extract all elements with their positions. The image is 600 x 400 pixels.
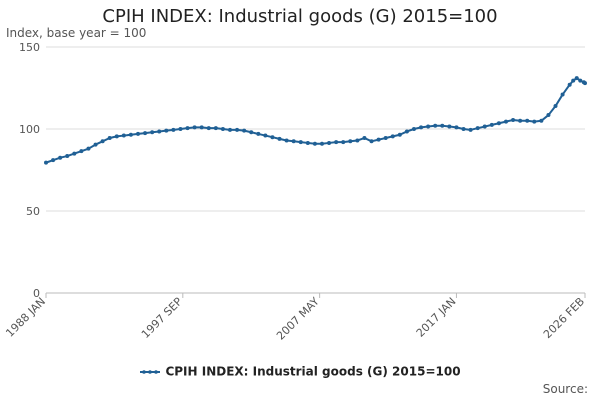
legend: CPIH INDEX: Industrial goods (G) 2015=10…: [0, 364, 600, 379]
data-point: [578, 78, 583, 83]
data-point: [426, 124, 431, 129]
data-point: [362, 136, 367, 141]
data-point: [93, 142, 98, 147]
data-point: [419, 125, 424, 130]
data-point: [242, 128, 247, 133]
data-point: [440, 123, 445, 128]
data-point: [199, 125, 204, 130]
data-point: [503, 119, 508, 124]
data-point: [213, 126, 218, 131]
data-point: [185, 126, 190, 131]
data-point: [369, 139, 374, 144]
data-point: [192, 125, 197, 130]
data-point: [107, 136, 112, 141]
y-tick-label: 0: [33, 287, 40, 300]
data-point: [341, 140, 346, 145]
data-point: [489, 122, 494, 127]
x-tick-label: 1988 JAN: [3, 295, 48, 340]
x-tick-label: 2017 JAN: [414, 295, 459, 340]
data-point: [157, 129, 162, 134]
data-point: [164, 128, 169, 133]
data-point: [114, 134, 119, 139]
axes: 0 50 100 150 1988 JAN 1997 SEP 2007 MAY 2017 JA…: [3, 41, 587, 343]
data-point: [206, 126, 211, 131]
data-point: [277, 136, 282, 141]
data-point: [263, 133, 268, 138]
data-point: [143, 131, 148, 136]
data-point: [546, 113, 551, 118]
data-point: [539, 118, 544, 123]
data-point: [334, 140, 339, 145]
data-point: [560, 92, 565, 97]
chart-title: CPIH INDEX: Industrial goods (G) 2015=10…: [102, 6, 498, 27]
data-point: [305, 140, 310, 145]
data-point: [475, 126, 480, 131]
data-point: [319, 141, 324, 146]
data-point: [121, 133, 126, 138]
data-point: [518, 118, 523, 123]
data-point: [100, 139, 105, 144]
legend-swatch: [140, 369, 161, 374]
data-point: [496, 121, 501, 126]
data-point: [220, 127, 225, 131]
data-point: [411, 127, 416, 131]
data-point: [571, 78, 576, 83]
data-point: [348, 139, 353, 144]
data-point: [150, 130, 155, 135]
data-point: [461, 127, 466, 131]
data-point: [58, 155, 63, 160]
y-axis-label: Index, base year = 100: [6, 26, 147, 40]
data-point: [553, 104, 558, 109]
data-point: [327, 140, 332, 145]
legend-label: CPIH INDEX: Industrial goods (G) 2015=10…: [165, 364, 461, 379]
x-tick-label: 1997 SEP: [139, 295, 185, 341]
data-point: [447, 124, 452, 129]
data-point: [72, 151, 77, 156]
data-point: [51, 158, 56, 163]
data-point: [128, 132, 133, 137]
data-point: [383, 136, 388, 141]
data-point: [284, 138, 289, 143]
series-line: [45, 77, 586, 164]
data-point: [355, 138, 360, 143]
data-point: [482, 124, 487, 129]
data-point: [86, 146, 91, 151]
data-point: [227, 127, 232, 132]
data-point: [468, 127, 473, 132]
data-point: [249, 130, 254, 135]
gridlines: [46, 46, 585, 212]
y-tick-label: 50: [26, 205, 40, 218]
series-layer: [44, 76, 587, 165]
data-point: [44, 160, 48, 165]
data-point: [397, 132, 402, 137]
data-point: [454, 125, 459, 130]
data-point: [65, 154, 70, 159]
data-point: [574, 76, 579, 81]
data-point: [178, 127, 183, 131]
x-tick-label: 2007 MAY: [274, 295, 322, 343]
y-tick-label: 100: [19, 123, 40, 136]
data-point: [567, 82, 572, 87]
data-point: [291, 139, 296, 144]
x-tick-label: 2026 FEB: [541, 295, 587, 341]
data-point: [390, 134, 395, 139]
data-point: [256, 131, 261, 136]
data-point: [79, 149, 84, 154]
data-point: [433, 123, 438, 128]
y-tick-label: 150: [19, 41, 40, 54]
data-point: [136, 131, 140, 136]
data-point: [525, 118, 530, 123]
data-point: [171, 127, 176, 132]
data-point: [404, 129, 409, 134]
data-point: [312, 141, 317, 146]
source-label: Source:: [542, 382, 588, 396]
data-point: [376, 137, 381, 142]
data-point: [270, 135, 275, 140]
data-point: [511, 117, 516, 122]
data-point: [298, 140, 303, 145]
data-point: [235, 127, 240, 132]
data-point: [583, 81, 587, 86]
data-point: [532, 119, 537, 124]
